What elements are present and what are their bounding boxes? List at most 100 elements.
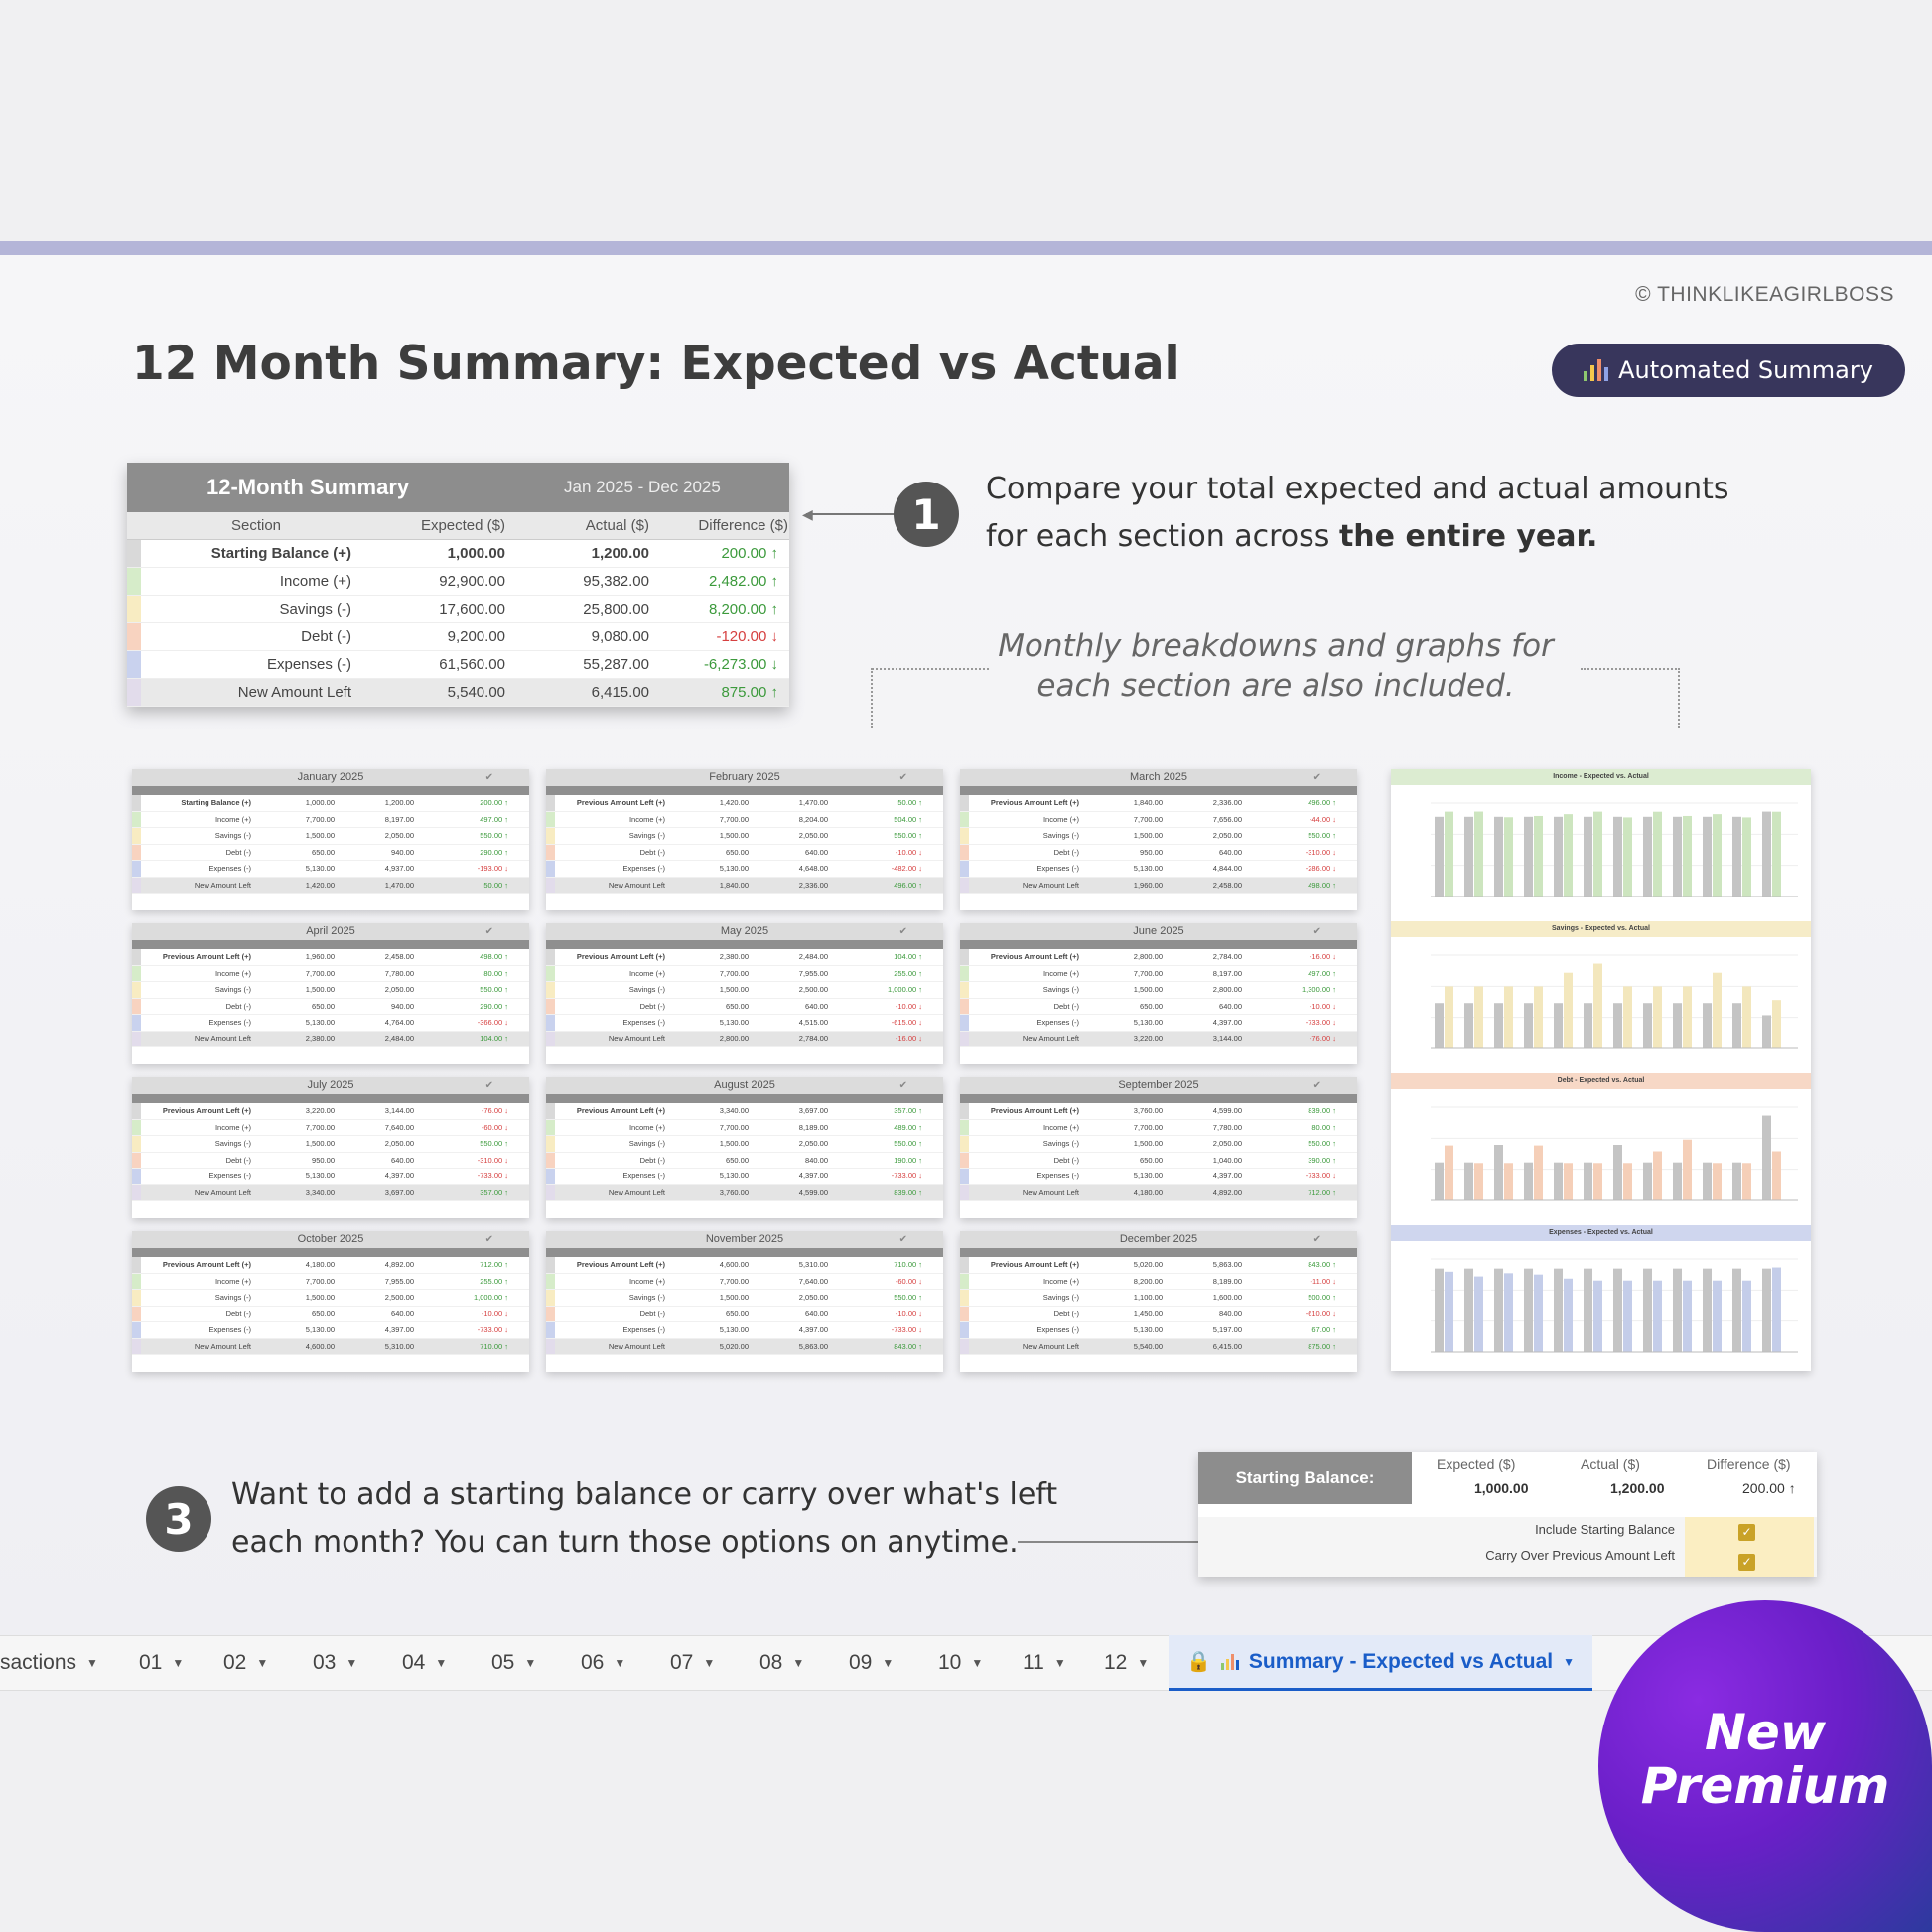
month-row: Savings (-) 1,500.00 2,050.00 550.00 ↑ (546, 1290, 943, 1307)
row-color-strip (546, 1322, 555, 1338)
month-columns (132, 786, 529, 795)
month-row-label: Previous Amount Left (+) (990, 952, 1079, 962)
row-color-strip (132, 861, 141, 877)
month-row-difference: -733.00 ↓ (891, 1172, 922, 1181)
month-row-difference: 504.00 ↑ (894, 814, 922, 824)
summary-row: New Amount Left 5,540.00 6,415.00 875.00 ↑ (127, 679, 789, 707)
month-row-label: Starting Balance (+) (181, 798, 251, 808)
sheet-tab[interactable]: 11 ▼ (1023, 1651, 1066, 1675)
tab-label: 03 (313, 1651, 337, 1674)
month-row-difference: 50.00 ↑ (897, 798, 922, 808)
row-color-strip (132, 1290, 141, 1306)
month-row-label: New Amount Left (1022, 880, 1079, 890)
actual-bar (1713, 972, 1722, 1048)
month-row-difference: 357.00 ↑ (480, 1187, 508, 1197)
actual-bar (1504, 1273, 1513, 1352)
month-row-actual: 640.00 (805, 847, 828, 857)
month-row-actual: 5,863.00 (798, 1341, 828, 1351)
month-row-actual: 4,892.00 (1212, 1187, 1242, 1197)
month-row-actual: 840.00 (1219, 1309, 1242, 1318)
sheet-tab[interactable]: 10 ▼ (938, 1651, 983, 1675)
month-card: August 2025 ✔ Previous Amount Left (+) 3,34… (546, 1077, 943, 1218)
month-row: Starting Balance (+) 1,000.00 1,200.00 200.… (132, 795, 529, 812)
month-card: May 2025 ✔ Previous Amount Left (+) 2,380.0… (546, 923, 943, 1064)
actual-bar (1564, 1163, 1573, 1200)
row-color-strip (960, 1103, 969, 1119)
sheet-tab-summary[interactable]: 🔒 Summary - Expected vs Actual ▼ (1169, 1635, 1592, 1691)
month-row-difference: -482.00 ↓ (891, 864, 922, 874)
sheet-tab[interactable]: 01 ▼ (139, 1651, 184, 1675)
sheet-tab[interactable]: 12 ▼ (1104, 1651, 1149, 1675)
expected-bar (1435, 1162, 1444, 1200)
row-color-strip (960, 1184, 969, 1200)
month-columns (132, 1248, 529, 1257)
month-row-expected: 5,130.00 (1133, 1172, 1163, 1181)
include-starting-balance-checkbox[interactable]: ✓ (1738, 1524, 1755, 1541)
check-icon: ✔ (1312, 772, 1321, 783)
sb-options: Include Starting Balance Carry Over Prev… (1198, 1517, 1817, 1577)
actual-bar (1534, 986, 1543, 1048)
month-title: May 2025 ✔ (546, 923, 943, 940)
month-row-actual: 4,844.00 (1212, 864, 1242, 874)
sheet-tab[interactable]: 04 ▼ (402, 1651, 447, 1675)
row-actual: 6,415.00 (591, 684, 649, 701)
month-row-label: Income (+) (214, 1122, 251, 1132)
month-title: August 2025 ✔ (546, 1077, 943, 1094)
expected-bar (1464, 1268, 1473, 1352)
month-row-actual: 4,397.00 (384, 1325, 414, 1335)
chart-title: Savings - Expected vs. Actual (1391, 921, 1811, 937)
month-row-label: Expenses (-) (1036, 1172, 1079, 1181)
row-expected: 92,900.00 (439, 573, 505, 590)
month-row: Expenses (-) 5,130.00 4,397.00 -733.00 ↓ (546, 1169, 943, 1185)
month-row: Debt (-) 950.00 640.00 -310.00 ↓ (960, 844, 1357, 861)
sheet-tab[interactable]: 06 ▼ (581, 1651, 625, 1675)
row-color-strip (546, 949, 555, 965)
tab-label: 06 (581, 1651, 605, 1674)
actual-bar (1474, 986, 1483, 1048)
month-row: Debt (-) 650.00 640.00 -10.00 ↓ (132, 1306, 529, 1322)
month-row-label: Expenses (-) (208, 1172, 251, 1181)
month-row-actual: 4,515.00 (798, 1018, 828, 1028)
row-color-strip (127, 623, 141, 650)
row-color-strip (132, 1169, 141, 1184)
sheet-tab[interactable]: 07 ▼ (670, 1651, 715, 1675)
check-icon: ✔ (898, 772, 907, 783)
actual-bar (1564, 972, 1573, 1048)
month-row-label: Savings (-) (1042, 1139, 1079, 1149)
expected-bar (1673, 1162, 1682, 1200)
month-name: August 2025 (714, 1079, 775, 1091)
month-row-label: New Amount Left (1022, 1034, 1079, 1043)
month-row-expected: 5,540.00 (1133, 1341, 1163, 1351)
top-rule (0, 241, 1932, 255)
sheet-tab[interactable]: 02 ▼ (223, 1651, 268, 1675)
actual-bar (1653, 1280, 1662, 1352)
sheet-tab[interactable]: 09 ▼ (849, 1651, 894, 1675)
month-row-actual: 2,050.00 (384, 1139, 414, 1149)
sheet-tab[interactable]: 03 ▼ (313, 1651, 357, 1675)
month-row-difference: 50.00 ↑ (483, 880, 508, 890)
month-row-label: Income (+) (628, 1122, 665, 1132)
row-color-strip (960, 1152, 969, 1168)
month-row-label: Income (+) (628, 1276, 665, 1286)
expected-bar (1435, 816, 1444, 897)
month-row: Debt (-) 1,450.00 840.00 -610.00 ↓ (960, 1306, 1357, 1322)
month-row: New Amount Left 2,380.00 2,484.00 104.00 ↑ (132, 1031, 529, 1047)
row-difference: 875.00 ↑ (721, 684, 778, 701)
month-card: November 2025 ✔ Previous Amount Left (+) 4,… (546, 1231, 943, 1372)
monthly-grid: January 2025 ✔ Starting Balance (+) 1,000.0… (132, 769, 1357, 1375)
row-color-strip (546, 1031, 555, 1046)
sheet-tab[interactable]: 08 ▼ (759, 1651, 804, 1675)
month-row-label: Expenses (-) (1036, 864, 1079, 874)
sheet-tab[interactable]: sactions ▼ (0, 1651, 98, 1675)
month-row-expected: 2,800.00 (1133, 952, 1163, 962)
month-row-actual: 5,310.00 (798, 1260, 828, 1270)
sheet-tab[interactable]: 05 ▼ (491, 1651, 536, 1675)
actual-bar (1623, 1280, 1632, 1352)
sb-col-difference: Difference ($) (1707, 1456, 1791, 1472)
expected-bar (1673, 1268, 1682, 1352)
actual-bar (1445, 811, 1453, 897)
expected-bar (1732, 1268, 1741, 1352)
month-row-actual: 2,784.00 (1212, 952, 1242, 962)
month-row-actual: 940.00 (391, 1001, 414, 1011)
carry-over-checkbox[interactable]: ✓ (1738, 1554, 1755, 1571)
